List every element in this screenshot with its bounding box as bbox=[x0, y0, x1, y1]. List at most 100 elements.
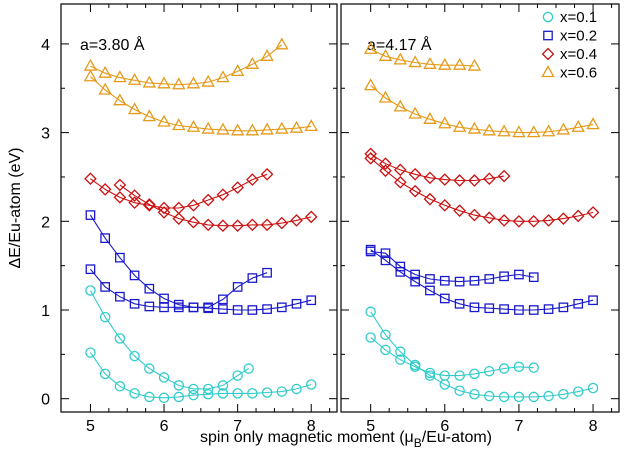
legend-label-x=0.4: x=0.4 bbox=[560, 46, 597, 63]
panel-0-curve-5-point-1 bbox=[128, 189, 141, 202]
panel-0-curve-4-point-1 bbox=[98, 183, 112, 196]
panel-1-curve-1-point-11 bbox=[528, 362, 539, 373]
panel-1-x-tick-label-6: 6 bbox=[440, 418, 449, 435]
panel-left-title: a=3.80 Å bbox=[80, 35, 145, 54]
panel-0-curve-5-point-6 bbox=[201, 218, 215, 232]
panel-0-curve-5-point-9 bbox=[246, 218, 259, 232]
panel-1-curve-7-point-15 bbox=[586, 117, 600, 130]
panel-0-curve-0-point-15 bbox=[305, 379, 317, 390]
panel-1-curve-5-line bbox=[370, 157, 594, 222]
panel-1-curve-6-point-3 bbox=[408, 55, 422, 68]
x-axis-title-mu: μ bbox=[405, 429, 414, 446]
panel-0-curve-6-point-5 bbox=[157, 76, 171, 89]
panel-1-curve-2-point-9 bbox=[499, 304, 509, 314]
panel-1-curve-3-point-5 bbox=[439, 275, 450, 286]
panel-0-curve-4-point-8 bbox=[201, 193, 215, 207]
panel-1-curve-5-point-3 bbox=[408, 184, 422, 198]
panel-0-curve-3-point-12 bbox=[262, 267, 272, 278]
legend-marker-x=0.6 bbox=[541, 65, 555, 78]
panel-0-curve-7-point-11 bbox=[245, 123, 260, 136]
panel-1-curve-7-point-12 bbox=[541, 124, 556, 137]
panel-0-curve-6-point-10 bbox=[230, 64, 245, 77]
panel-1-curve-5-point-6 bbox=[453, 204, 466, 217]
panel-0-curve-0-point-9 bbox=[217, 388, 229, 399]
panel-1-curve-7-line bbox=[370, 85, 594, 134]
panel-0-curve-0-point-3 bbox=[129, 388, 140, 399]
panel-0-curve-4-point-7 bbox=[187, 199, 200, 212]
panel-1-curve-3-point-3 bbox=[410, 269, 420, 280]
panel-0-curve-6-point-4 bbox=[142, 75, 157, 88]
panel-1-curve-3-point-8 bbox=[484, 274, 495, 284]
panel-left-frame bbox=[60, 3, 338, 413]
panel-1-curve-7-point-14 bbox=[571, 119, 585, 132]
panel-0-curve-5-point-3 bbox=[157, 206, 171, 219]
panel-0-curve-7-point-0 bbox=[83, 69, 98, 82]
panel-1-curve-7-point-1 bbox=[378, 90, 393, 103]
panel-1-curve-2-point-10 bbox=[514, 305, 524, 315]
panel-1-curve-7-point-6 bbox=[452, 119, 467, 132]
panel-0-curve-0-point-10 bbox=[232, 388, 243, 399]
y-tick-label-1: 1 bbox=[41, 303, 50, 320]
panel-1-curve-2-point-14 bbox=[573, 298, 584, 309]
panel-1-curve-4-line bbox=[370, 153, 505, 182]
panel-0-curve-3-point-0 bbox=[85, 210, 96, 220]
axes: 5 6 7 8 5 6 7 8 0 1 2 3 4 bbox=[41, 4, 619, 435]
panel-1-curve-2-point-5 bbox=[439, 293, 450, 304]
x-axis-title: spin only magnetic moment (μB/Eu-atom) bbox=[200, 429, 492, 449]
panel-1-curve-0-point-0 bbox=[365, 306, 376, 318]
panel-1-curve-5-point-2 bbox=[393, 175, 407, 189]
panel-1-curve-5-point-0 bbox=[364, 152, 377, 165]
panel-1-curve-0-point-1 bbox=[380, 329, 391, 341]
panel-1-curve-4-point-7 bbox=[468, 174, 481, 187]
panel-0-curve-5-point-4 bbox=[172, 212, 186, 225]
panel-1-curve-5-point-10 bbox=[512, 214, 526, 228]
panel-1-curve-1-point-5 bbox=[439, 370, 451, 381]
panel-0-curve-6-point-13 bbox=[275, 37, 289, 50]
panel-0-curve-7-point-13 bbox=[275, 121, 289, 134]
panel-1-curve-3-point-10 bbox=[514, 269, 524, 280]
panel-0-curve-0-point-2 bbox=[114, 381, 126, 392]
panel-1-curve-0-point-11 bbox=[528, 391, 539, 403]
panel-0-curve-7-point-15 bbox=[304, 119, 318, 132]
panel-0-curve-3-line bbox=[89, 214, 268, 308]
panel-0-x-tick-label-5: 5 bbox=[86, 418, 95, 435]
panel-0-curve-1-point-6 bbox=[173, 380, 185, 391]
panel-1-curve-2-point-2 bbox=[395, 267, 406, 277]
panel-0-curve-4-point-10 bbox=[231, 181, 244, 194]
legend-marker-x=0.1 bbox=[542, 11, 554, 23]
panel-1-curve-6-line bbox=[370, 48, 475, 67]
legend-marker-x=0.4 bbox=[541, 47, 555, 61]
panel-0-curve-6-point-9 bbox=[216, 70, 230, 83]
panel-0-curve-7-point-9 bbox=[216, 122, 230, 135]
panel-0-curve-7-point-12 bbox=[260, 122, 274, 135]
panel-1-curve-3-point-6 bbox=[454, 276, 465, 287]
panel-1-curve-3-point-11 bbox=[528, 272, 539, 283]
panel-1-curve-7-point-0 bbox=[363, 78, 378, 91]
panel-1-curve-4-point-1 bbox=[379, 157, 392, 170]
panel-1-curve-0-point-4 bbox=[424, 370, 436, 381]
legend-label-x=0.6: x=0.6 bbox=[560, 65, 597, 82]
panel-1-curve-4-point-8 bbox=[482, 172, 496, 186]
panel-1-curve-7-point-11 bbox=[527, 125, 541, 138]
panel-1-curve-3-point-7 bbox=[469, 275, 480, 286]
panel-0-curve-1-point-4 bbox=[144, 363, 155, 374]
panel-0-curve-0-point-7 bbox=[188, 389, 199, 401]
x-axis-title-part-2: /Eu-atom) bbox=[422, 429, 492, 446]
panel-0-curve-0-point-12 bbox=[261, 387, 273, 398]
panel-1-curve-4-point-6 bbox=[453, 174, 466, 187]
panel-1-curve-5-point-7 bbox=[468, 208, 481, 222]
panel-0-curve-2-point-10 bbox=[232, 305, 243, 315]
panel-1-curve-0-point-15 bbox=[587, 382, 599, 394]
y-tick-label-3: 3 bbox=[41, 126, 50, 143]
panel-1-curve-0-point-8 bbox=[484, 390, 495, 402]
panel-1-curve-0-point-13 bbox=[558, 389, 569, 400]
panel-0-curve-3-point-4 bbox=[144, 283, 155, 294]
panel-0-curve-2-point-12 bbox=[262, 304, 272, 314]
panel-0-curve-7-point-5 bbox=[157, 114, 171, 127]
panel-0-curve-4-point-11 bbox=[246, 173, 259, 186]
panel-0-curve-5-point-12 bbox=[290, 214, 303, 227]
panel-1-curve-1-point-1 bbox=[380, 344, 391, 356]
panel-1-curve-0-line bbox=[370, 311, 594, 398]
panel-right: a=4.17 Å bbox=[340, 3, 620, 413]
